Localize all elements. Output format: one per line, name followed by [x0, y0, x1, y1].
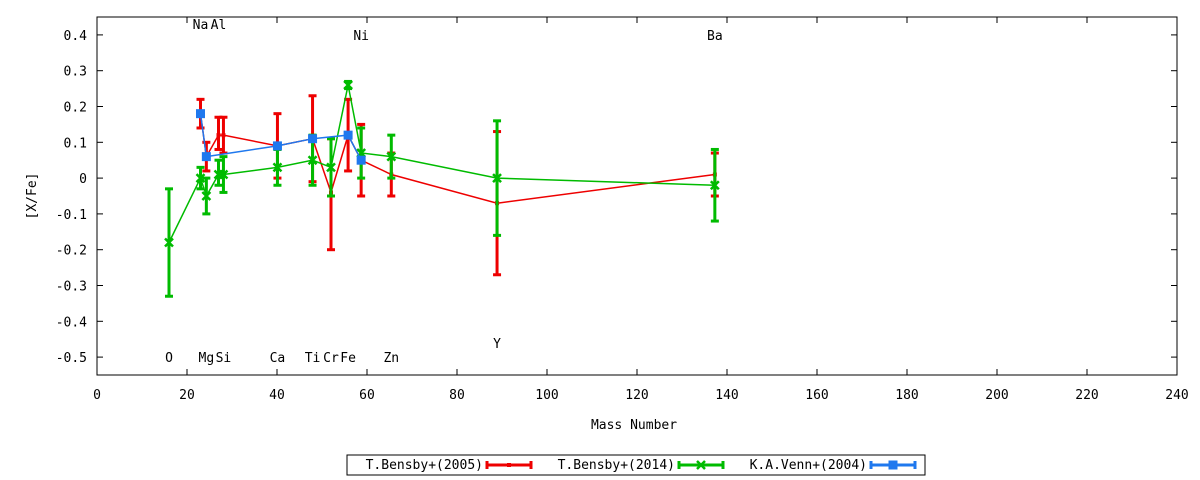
element-label: Ti — [305, 351, 321, 366]
x-axis: 0 20 40 60 80 100 120 140 160 180 200 220 240 — [93, 17, 1189, 403]
y-tick-label: -0.4 — [56, 315, 87, 330]
element-label: Y — [493, 337, 501, 352]
series-group — [196, 109, 366, 165]
x-tick-label: 20 — [179, 388, 195, 403]
legend-label: T.Bensby+(2014) — [558, 458, 675, 473]
x-tick-label: 140 — [715, 388, 738, 403]
series-layer — [164, 79, 720, 298]
data-point — [218, 169, 229, 180]
data-point — [709, 180, 720, 191]
data-point — [195, 173, 206, 183]
x-tick-label: 240 — [1165, 388, 1188, 403]
series-line — [199, 113, 715, 204]
x-axis-label: Mass Number — [591, 418, 677, 433]
data-point — [492, 173, 502, 183]
data-point — [326, 162, 336, 173]
legend-marker — [507, 463, 511, 467]
element-label: Zn — [383, 351, 399, 366]
series-line — [168, 84, 715, 243]
data-point — [343, 130, 353, 140]
data-point — [196, 109, 205, 119]
y-tick-label: 0.3 — [64, 65, 87, 80]
y-tick-label: 0 — [79, 172, 87, 187]
element-label: O — [165, 351, 173, 366]
legend-marker — [696, 460, 706, 470]
y-tick-label: -0.2 — [56, 244, 87, 259]
legend: T.Bensby+(2005) T.Bensby+(2014) K.A.Venn+(… — [346, 454, 926, 476]
element-label: Si — [216, 351, 232, 366]
data-point — [201, 191, 212, 201]
y-tick-label: -0.5 — [56, 351, 87, 366]
x-tick-label: 100 — [535, 388, 558, 403]
x-tick-label: 60 — [359, 388, 375, 403]
legend-label: K.A.Venn+(2004) — [750, 458, 867, 473]
x-tick-label: 80 — [449, 388, 465, 403]
x-tick-label: 120 — [625, 388, 648, 403]
y-tick-label: 0.2 — [64, 101, 87, 116]
y-tick-label: 0.1 — [64, 136, 87, 151]
data-point — [308, 134, 318, 144]
data-point — [272, 141, 282, 151]
element-label: Fe — [340, 351, 356, 366]
data-point — [272, 162, 283, 173]
x-tick-label: 200 — [985, 388, 1008, 403]
data-point — [307, 155, 318, 166]
data-point — [221, 133, 226, 138]
plot-frame — [96, 16, 1178, 376]
element-label: Al — [211, 18, 227, 33]
y-tick-label: -0.3 — [56, 280, 87, 295]
x-tick-label: 0 — [93, 388, 101, 403]
element-label: Ni — [353, 29, 369, 44]
legend-box — [346, 454, 926, 476]
data-point — [216, 133, 221, 138]
element-label: Mg — [199, 351, 215, 366]
x-tick-label: 220 — [1075, 388, 1098, 403]
x-tick-label: 180 — [895, 388, 918, 403]
legend-label: T.Bensby+(2005) — [366, 458, 483, 473]
x-tick-label: 40 — [269, 388, 285, 403]
element-labels: O Na Al Mg Si Ca Ti Cr Fe Ni Zn Y Ba — [165, 18, 723, 366]
data-point — [356, 155, 366, 165]
data-point — [343, 80, 353, 90]
element-label: Na — [193, 18, 209, 33]
data-point — [201, 152, 211, 162]
y-axis: -0.5 -0.4 -0.3 -0.2 -0.1 0 0.1 0.2 0.3 0.4 — [56, 29, 1177, 366]
legend-marker — [888, 460, 898, 470]
element-label: Cr — [323, 351, 339, 366]
y-tick-label: -0.1 — [56, 208, 87, 223]
x-tick-label: 160 — [805, 388, 828, 403]
data-point — [386, 151, 397, 162]
y-axis-label: [X/Fe] — [25, 173, 40, 220]
element-label: Ba — [707, 29, 723, 44]
data-point — [164, 237, 174, 248]
element-label: Ca — [270, 351, 286, 366]
y-tick-label: 0.4 — [64, 29, 88, 44]
